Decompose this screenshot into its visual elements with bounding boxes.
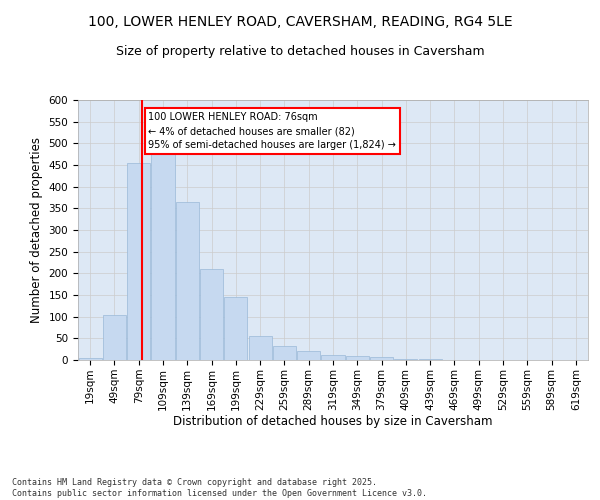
Bar <box>322 355 344 360</box>
Bar <box>273 346 296 360</box>
Bar <box>370 356 393 360</box>
Text: 100 LOWER HENLEY ROAD: 76sqm
← 4% of detached houses are smaller (82)
95% of sem: 100 LOWER HENLEY ROAD: 76sqm ← 4% of det… <box>148 112 397 150</box>
Bar <box>176 202 199 360</box>
Bar <box>346 356 369 360</box>
Bar <box>151 146 175 360</box>
Bar <box>79 358 101 360</box>
Text: Size of property relative to detached houses in Caversham: Size of property relative to detached ho… <box>116 45 484 58</box>
Bar <box>248 336 272 360</box>
Text: 100, LOWER HENLEY ROAD, CAVERSHAM, READING, RG4 5LE: 100, LOWER HENLEY ROAD, CAVERSHAM, READI… <box>88 15 512 29</box>
Bar <box>394 358 418 360</box>
Text: Contains HM Land Registry data © Crown copyright and database right 2025.
Contai: Contains HM Land Registry data © Crown c… <box>12 478 427 498</box>
Bar <box>127 163 150 360</box>
Bar <box>103 314 126 360</box>
Y-axis label: Number of detached properties: Number of detached properties <box>30 137 43 323</box>
Bar <box>224 297 247 360</box>
Bar <box>200 269 223 360</box>
X-axis label: Distribution of detached houses by size in Caversham: Distribution of detached houses by size … <box>173 416 493 428</box>
Bar <box>419 358 442 360</box>
Bar <box>297 352 320 360</box>
